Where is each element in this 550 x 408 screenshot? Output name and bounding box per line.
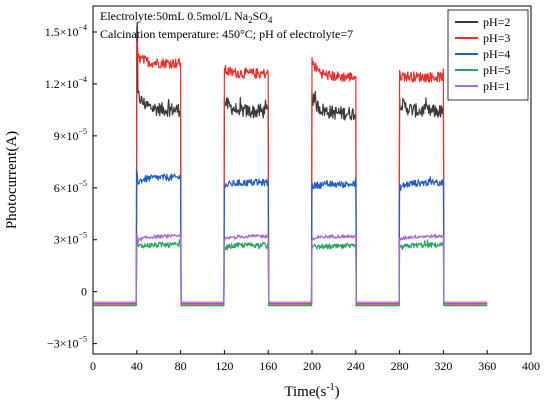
y-axis-ticks: −3×10−5 0 3×10−5 6×10−5 9×10−5 1.2×10−4 1.5×10…	[45, 23, 97, 351]
x-tick-label: 240	[347, 359, 365, 373]
x-tick-label: 120	[215, 359, 233, 373]
x-tick-label: 160	[259, 359, 277, 373]
y-tick-label: 9×10−5	[54, 127, 87, 143]
legend-label: pH=1	[483, 79, 510, 93]
annotation-line-2: Calcination temperature: 450°C; pH of el…	[100, 27, 353, 41]
x-tick-label: 360	[478, 359, 496, 373]
x-tick-label: 320	[434, 359, 452, 373]
annotation-line-1: Electrolyte:50mL 0.5mol/L Na2SO4	[100, 9, 273, 25]
y-tick-label: 6×10−5	[54, 179, 87, 195]
y-tick-label: 0	[81, 285, 87, 299]
x-axis-ticks: 0 40 80 120 160 200 240 280 320 360 400	[90, 350, 540, 373]
series-line-ph-5	[92, 239, 488, 307]
y-tick-label: 1.2×10−4	[45, 75, 87, 91]
legend: pH=2 pH=3 pH=4 pH=5 pH=1	[447, 9, 529, 101]
series-line-ph-3	[92, 40, 488, 305]
y-axis-title: Photocurrent(A)	[4, 131, 20, 229]
x-axis-title: Time(s-1)	[284, 382, 339, 400]
legend-label: pH=5	[483, 63, 510, 77]
x-tick-label: 0	[90, 359, 96, 373]
y-tick-label: 3×10−5	[54, 231, 87, 247]
x-tick-label: 40	[131, 359, 143, 373]
x-tick-label: 400	[522, 359, 540, 373]
legend-label: pH=3	[483, 31, 510, 45]
y-tick-label: 1.5×10−4	[45, 23, 87, 39]
x-tick-label: 80	[175, 359, 187, 373]
legend-label: pH=2	[483, 15, 510, 29]
x-tick-label: 280	[391, 359, 409, 373]
series-layer	[92, 21, 488, 307]
x-tick-label: 200	[303, 359, 321, 373]
y-tick-label: −3×10−5	[47, 335, 87, 351]
legend-label: pH=4	[483, 47, 510, 61]
series-line-ph-1	[92, 233, 488, 303]
